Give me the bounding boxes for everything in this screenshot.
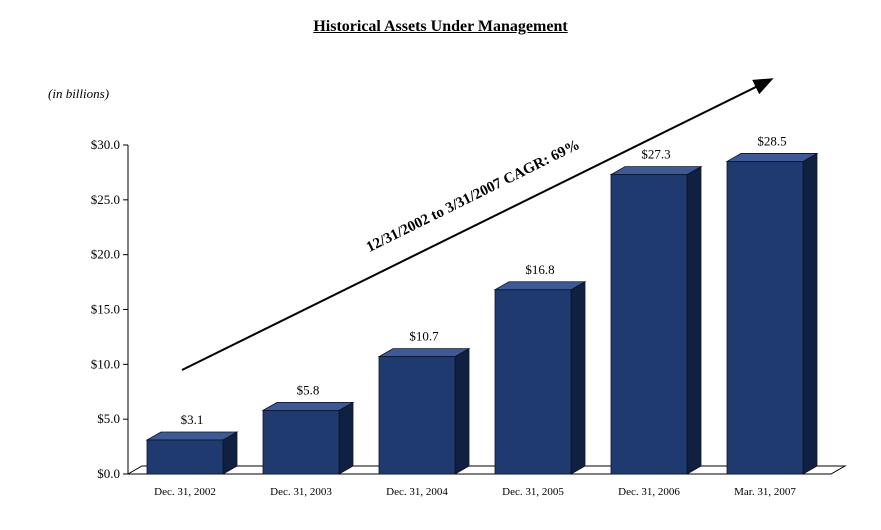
units-label: (in billions) [48, 86, 110, 101]
y-tick-label: $25.0 [91, 192, 120, 207]
data-label: $16.8 [525, 262, 554, 277]
y-tick-label: $10.0 [91, 356, 120, 371]
x-tick-label: Dec. 31, 2004 [386, 486, 448, 498]
data-label: $10.7 [409, 329, 439, 344]
x-tick-label: Dec. 31, 2005 [502, 486, 564, 498]
cagr-annotation: 12/31/2002 to 3/31/2007 CAGR: 69% [364, 137, 583, 256]
chart-title: Historical Assets Under Management [313, 18, 568, 35]
data-label: $28.5 [757, 133, 786, 148]
growth-arrow [181, 78, 774, 371]
y-tick-label: $5.0 [97, 411, 120, 426]
y-tick-label: $15.0 [91, 302, 120, 317]
bar-top [493, 281, 587, 291]
bar [378, 356, 456, 475]
bar-side [802, 152, 818, 475]
bar-top [261, 401, 355, 411]
x-tick-label: Dec. 31, 2003 [270, 486, 332, 498]
bar [146, 439, 224, 475]
bar-side [454, 347, 470, 475]
data-label: $27.3 [641, 147, 670, 162]
data-label: $5.8 [297, 382, 320, 397]
x-tick-label: Dec. 31, 2002 [154, 486, 216, 498]
y-tick-label: $20.0 [91, 247, 120, 262]
y-tick-label: $30.0 [91, 137, 120, 152]
bar-top [377, 348, 471, 358]
x-tick-label: Mar. 31, 2007 [734, 486, 796, 498]
bar-top [145, 431, 239, 441]
y-tick-label: $0.0 [97, 466, 120, 481]
bar-top [609, 166, 703, 176]
data-label: $3.1 [181, 412, 204, 427]
x-tick-label: Dec. 31, 2006 [618, 486, 680, 498]
bar [494, 289, 572, 475]
bar [610, 174, 688, 475]
bar-side [570, 281, 586, 475]
bar [726, 161, 804, 475]
bar [262, 409, 340, 475]
bar-top [725, 153, 819, 162]
bar-side [338, 401, 354, 475]
bar-side [686, 165, 702, 475]
